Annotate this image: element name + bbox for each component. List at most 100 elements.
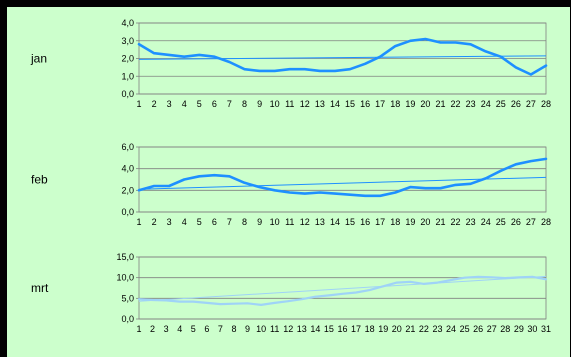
x-tick-label: 24 xyxy=(481,217,491,227)
x-tick-label: 13 xyxy=(315,99,325,109)
x-tick-label: 31 xyxy=(541,324,551,334)
data-point xyxy=(409,186,411,188)
data-point xyxy=(289,68,291,70)
x-tick-label: 2 xyxy=(152,217,157,227)
x-tick-label: 22 xyxy=(451,99,461,109)
data-point xyxy=(545,278,547,280)
x-tick-label: 6 xyxy=(212,217,217,227)
x-tick-label: 24 xyxy=(481,99,491,109)
x-tick-label: 29 xyxy=(514,324,524,334)
x-tick-label: 23 xyxy=(432,324,442,334)
data-point xyxy=(424,38,427,40)
data-point xyxy=(409,281,411,283)
month-label-mrt: mrt xyxy=(31,281,49,295)
x-tick-label: 11 xyxy=(285,217,294,227)
chart-mrt: 0,05,010,015,01 2 3 4 5 6 7 8 9 10 11 12 13 14 15 16 17 1… xyxy=(31,252,551,334)
data-point xyxy=(394,45,396,47)
x-tick-label: 16 xyxy=(360,217,370,227)
data-point xyxy=(515,66,517,68)
x-tick-label: 26 xyxy=(511,99,521,109)
data-point xyxy=(183,56,185,58)
data-point xyxy=(138,189,140,191)
data-point xyxy=(341,293,344,295)
x-tick-label: 14 xyxy=(330,217,340,227)
x-tick-label: 17 xyxy=(375,217,385,227)
data-point xyxy=(243,182,246,184)
data-point xyxy=(382,285,384,287)
x-tick-label: 19 xyxy=(378,324,388,334)
data-point xyxy=(530,160,532,162)
data-point xyxy=(439,41,442,44)
data-point xyxy=(394,191,396,194)
y-tick-label: 4,0 xyxy=(121,18,134,28)
x-tick-label: 28 xyxy=(500,324,510,334)
chart-canvas: 0,01,02,03,04,01 2 3 4 5 6 7 8 9 10 11 12 13 14 15 16 17… xyxy=(30,18,551,334)
y-tick-label: 2,0 xyxy=(121,54,134,64)
x-tick-label: 20 xyxy=(392,324,402,334)
x-tick-label: 27 xyxy=(487,324,497,334)
x-tick-label: 5 xyxy=(191,324,196,334)
data-point xyxy=(198,54,200,56)
data-point xyxy=(168,54,170,56)
y-tick-label: 2,0 xyxy=(121,185,134,195)
x-tick-label: 23 xyxy=(466,217,476,227)
x-tick-label: 9 xyxy=(245,324,250,334)
data-point xyxy=(436,282,439,284)
data-point xyxy=(518,276,520,278)
trend-line-mrt xyxy=(138,275,547,302)
y-tick-label: 1,0 xyxy=(121,71,134,81)
data-point xyxy=(464,277,466,279)
data-point xyxy=(334,192,336,195)
data-point xyxy=(319,191,321,194)
data-point xyxy=(138,43,140,45)
data-point xyxy=(274,70,276,72)
y-tick-label: 10,0 xyxy=(116,273,134,283)
data-point xyxy=(165,299,167,301)
x-tick-label: 28 xyxy=(541,217,551,227)
plot-area xyxy=(138,256,547,320)
x-tick-label: 18 xyxy=(365,324,375,334)
x-tick-label: 21 xyxy=(435,217,445,227)
x-tick-label: 28 xyxy=(541,99,551,109)
data-point xyxy=(168,185,170,187)
data-point xyxy=(258,70,261,72)
x-tick-label: 8 xyxy=(242,217,247,227)
x-tick-label: 26 xyxy=(473,324,483,334)
data-point xyxy=(349,194,351,196)
x-tick-label: 12 xyxy=(300,217,310,227)
x-tick-label: 6 xyxy=(204,324,209,334)
series-line-feb xyxy=(137,157,548,198)
x-tick-label: 8 xyxy=(231,324,236,334)
data-point xyxy=(369,289,371,291)
x-tick-label: 20 xyxy=(420,217,430,227)
x-tick-label: 21 xyxy=(405,324,415,334)
x-tick-label: 26 xyxy=(511,217,521,227)
data-point xyxy=(531,276,534,278)
x-tick-label: 25 xyxy=(460,324,470,334)
x-tick-label: 14 xyxy=(310,324,320,334)
x-tick-label: 1 xyxy=(136,99,141,109)
data-point xyxy=(491,276,493,278)
x-tick-label: 7 xyxy=(218,324,223,334)
x-tick-label: 16 xyxy=(337,324,347,334)
x-tick-label: 10 xyxy=(270,217,280,227)
x-tick-label: 4 xyxy=(182,217,187,227)
x-tick-label: 24 xyxy=(446,324,456,334)
data-point xyxy=(515,163,517,165)
x-tick-label: 3 xyxy=(164,324,169,334)
x-tick-label: 21 xyxy=(435,99,445,109)
x-tick-label: 9 xyxy=(257,99,262,109)
data-point xyxy=(287,300,289,302)
data-point xyxy=(304,192,306,195)
data-point xyxy=(213,174,215,176)
data-point xyxy=(423,283,425,285)
x-tick-label: 11 xyxy=(285,99,294,109)
x-tick-label: 23 xyxy=(466,99,476,109)
data-point xyxy=(274,189,276,191)
data-point xyxy=(153,185,155,187)
data-point xyxy=(396,282,398,284)
y-tick-label: 0,0 xyxy=(121,207,134,217)
data-point xyxy=(319,70,321,72)
data-point xyxy=(439,187,442,189)
data-point xyxy=(304,68,306,70)
